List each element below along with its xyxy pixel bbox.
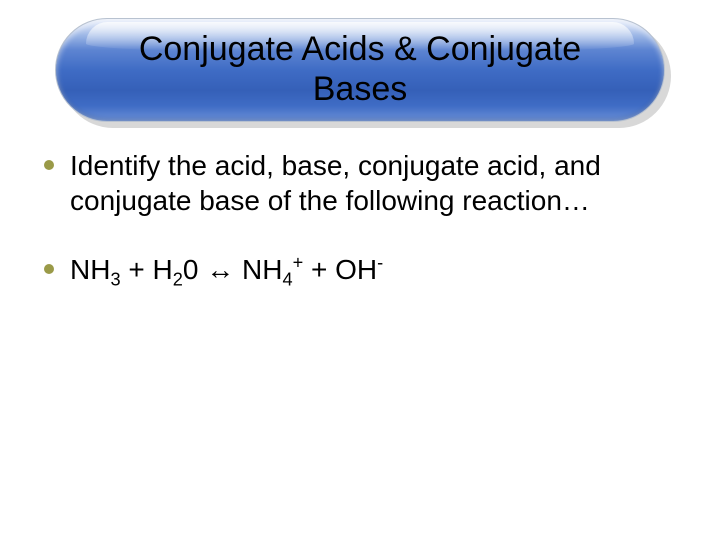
title-line-1: Conjugate Acids & Conjugate xyxy=(139,30,581,68)
content-area: Identify the acid, base, conjugate acid,… xyxy=(28,146,692,287)
bullet-item-2: NH3 + H20 ↔ NH4+ + OH- xyxy=(44,252,692,287)
formula-plus: + xyxy=(311,254,327,285)
title-pill: Conjugate Acids & Conjugate Bases xyxy=(55,18,665,122)
formula-nh3: NH3 xyxy=(70,254,121,285)
formula-h20: H20 xyxy=(153,254,199,285)
slide: Conjugate Acids & Conjugate Bases Identi… xyxy=(0,0,720,540)
bullet-item-1: Identify the acid, base, conjugate acid,… xyxy=(44,148,692,218)
formula-plus: + xyxy=(128,254,144,285)
slide-title: Conjugate Acids & Conjugate Bases xyxy=(96,29,624,109)
formula-nh4plus: NH4+ xyxy=(242,254,303,285)
equilibrium-arrow-icon: ↔ xyxy=(206,254,234,285)
title-container: Conjugate Acids & Conjugate Bases xyxy=(55,18,665,122)
title-line-2: Bases xyxy=(313,70,408,108)
bullet-text-2: NH3 + H20 ↔ NH4+ + OH- xyxy=(70,252,383,287)
bullet-dot-icon xyxy=(44,264,54,274)
formula-ohminus: OH- xyxy=(335,254,383,285)
bullet-text-1: Identify the acid, base, conjugate acid,… xyxy=(70,148,692,218)
bullet-dot-icon xyxy=(44,160,54,170)
